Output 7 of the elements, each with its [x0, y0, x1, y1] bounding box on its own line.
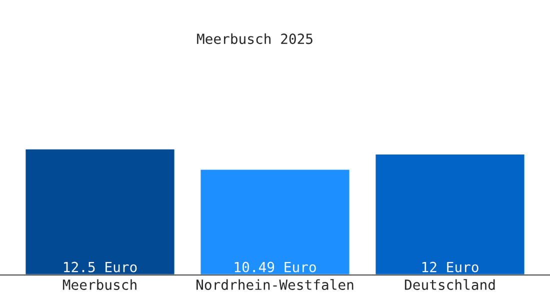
data-label: 10.49 Euro	[234, 262, 316, 272]
data-label: 12.5 Euro	[64, 262, 137, 272]
x-tick-label: Meerbusch	[62, 279, 136, 290]
x-tick-label: Deutschland	[404, 279, 495, 290]
chart-title: Meerbusch 2025	[197, 33, 312, 44]
data-label: 12 Euro	[422, 262, 478, 272]
x-tick-label: Nordrhein-Westfalen	[196, 279, 354, 290]
